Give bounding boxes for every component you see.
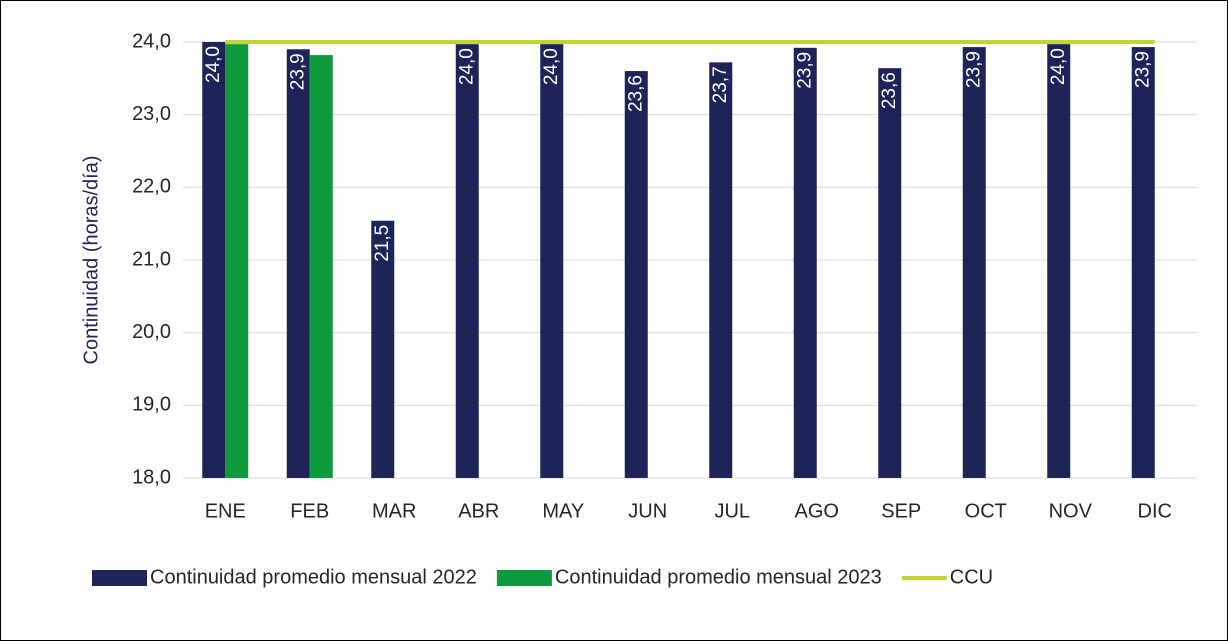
x-tick-label: ABR (458, 500, 499, 522)
value-label: 24,0 (1048, 48, 1069, 85)
bar (540, 44, 564, 479)
y-axis-title: Continuidad (horas/día) (80, 155, 102, 364)
x-tick-label: FEB (290, 500, 329, 522)
bar (225, 44, 249, 479)
bar (962, 47, 986, 478)
value-label: 24,0 (203, 46, 224, 83)
legend-label: Continuidad promedio mensual 2023 (555, 566, 882, 588)
value-label: 21,5 (372, 225, 393, 262)
x-tick-label: AGO (795, 500, 839, 522)
x-tick-label: JUL (714, 500, 750, 522)
legend-swatch (92, 570, 147, 586)
value-label: 24,0 (541, 48, 562, 85)
y-tick-label: 21,0 (132, 248, 171, 270)
x-tick-label: DIC (1138, 500, 1172, 522)
bar (1131, 47, 1155, 478)
value-label: 24,0 (456, 48, 477, 85)
bar (455, 44, 479, 479)
bar (709, 62, 733, 478)
value-label: 23,6 (625, 75, 646, 112)
bar (1047, 44, 1071, 479)
bar (286, 49, 310, 479)
bar (202, 42, 226, 478)
x-tick-label: ENE (205, 500, 246, 522)
bar (624, 71, 648, 479)
y-tick-label: 24,0 (132, 30, 171, 52)
value-label: 23,6 (879, 72, 900, 109)
y-tick-label: 18,0 (132, 466, 171, 488)
bar (793, 47, 817, 479)
value-label: 23,9 (287, 53, 308, 90)
value-label: 23,7 (710, 66, 731, 103)
x-tick-label: NOV (1049, 500, 1093, 522)
bar (878, 68, 902, 478)
x-tick-label: JUN (628, 500, 667, 522)
value-label: 23,9 (963, 51, 984, 88)
y-tick-label: 22,0 (132, 176, 171, 198)
legend-label: CCU (950, 566, 993, 588)
x-tick-label: OCT (965, 500, 1007, 522)
legend-label: Continuidad promedio mensual 2022 (150, 566, 477, 588)
x-tick-label: MAY (542, 500, 584, 522)
value-label: 23,9 (794, 52, 815, 89)
x-tick-label: MAR (372, 500, 416, 522)
bar (371, 220, 395, 478)
bar (309, 55, 333, 479)
x-tick-label: SEP (881, 500, 921, 522)
y-tick-label: 23,0 (132, 103, 171, 125)
value-label: 23,9 (1132, 51, 1153, 88)
legend-swatch (496, 570, 552, 586)
y-tick-label: 19,0 (132, 394, 171, 416)
y-tick-label: 20,0 (132, 321, 171, 343)
